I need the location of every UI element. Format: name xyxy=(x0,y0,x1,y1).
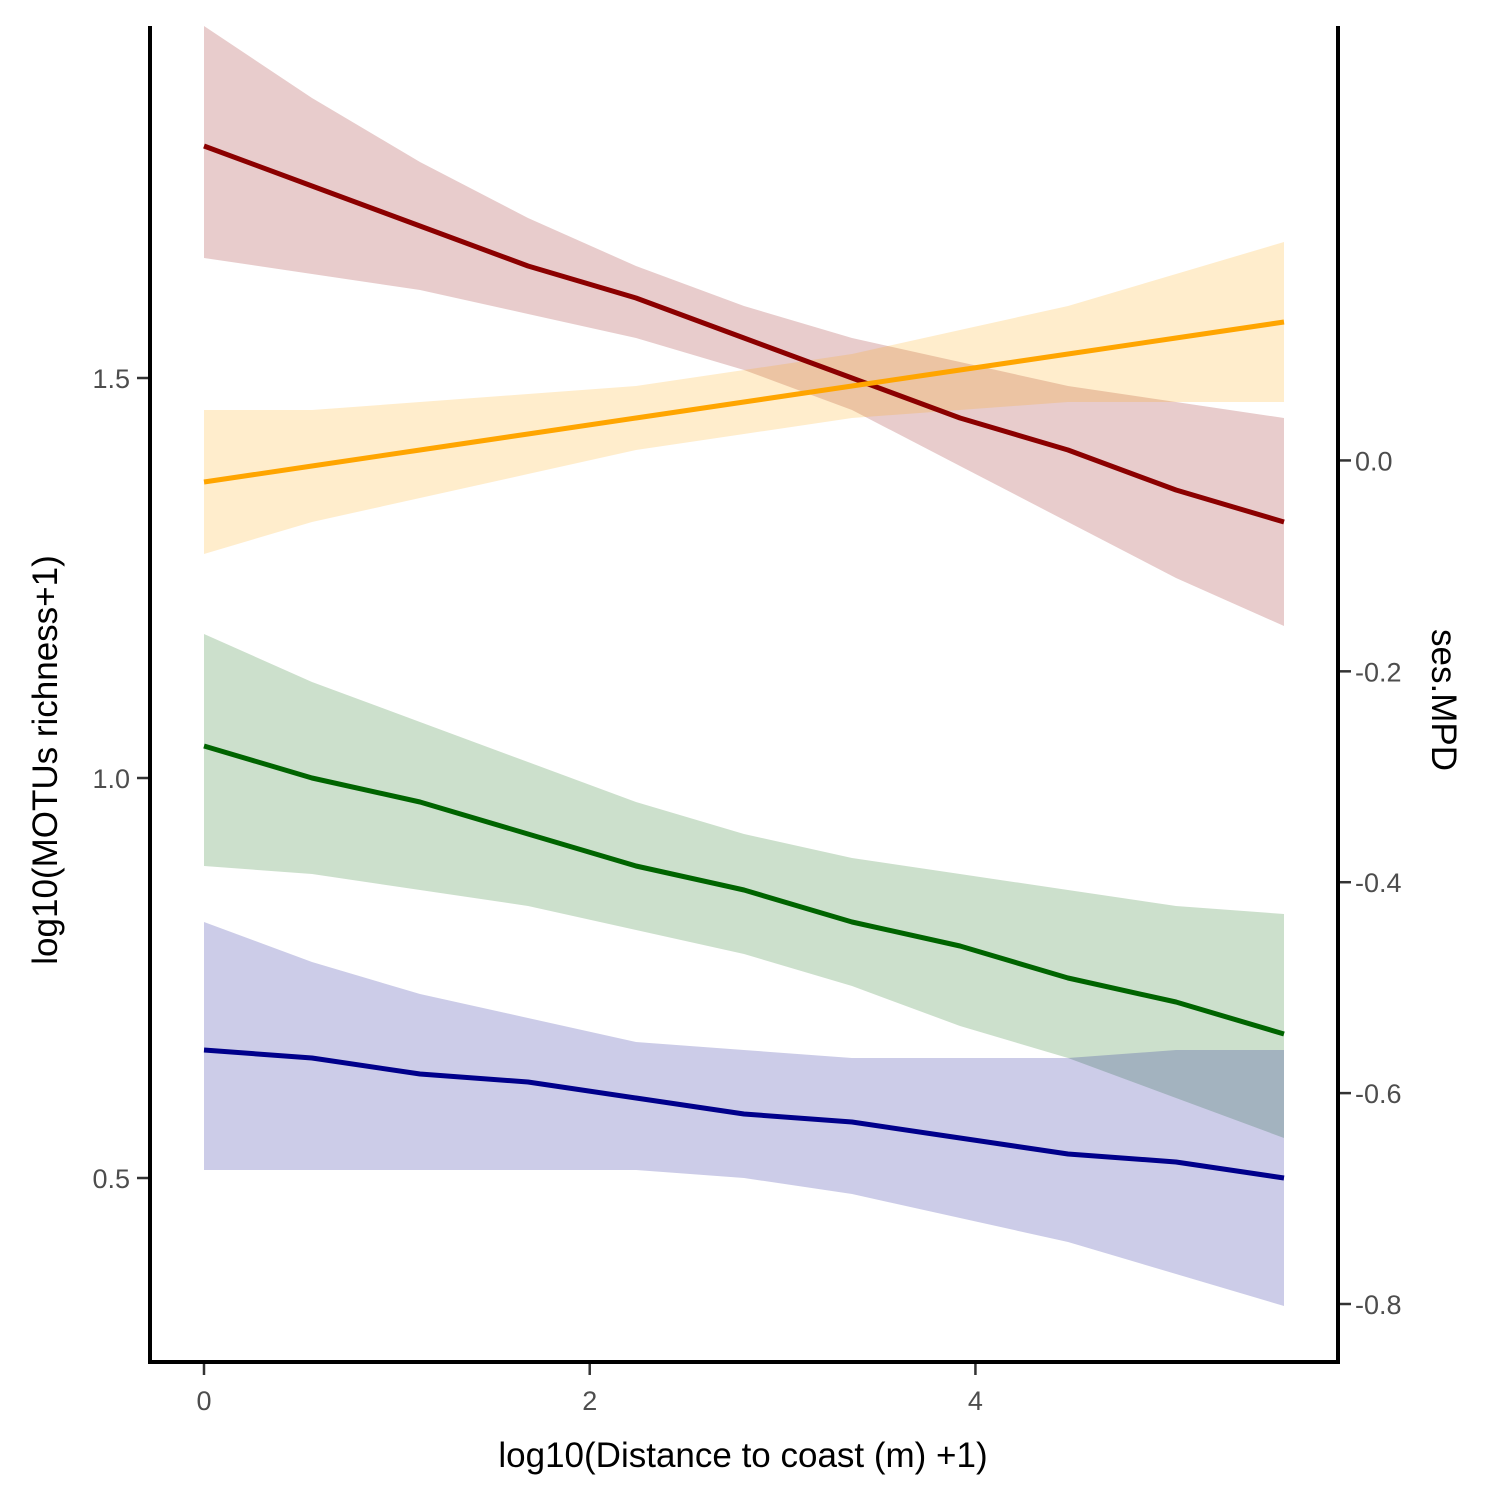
x-tick-label: 0 xyxy=(196,1386,211,1416)
confidence-band-2 xyxy=(204,242,1284,554)
series-line-4 xyxy=(203,1047,1285,1181)
y-left-tick-label: 0.5 xyxy=(92,1164,130,1194)
y-right-tick-label: -0.4 xyxy=(1355,868,1402,898)
series-line-2 xyxy=(203,319,1285,485)
y-axis-title-right: ses.MPD xyxy=(1424,629,1463,771)
y-right-tick-label: -0.6 xyxy=(1355,1079,1402,1109)
y-right-tick-label: -0.2 xyxy=(1355,657,1402,687)
x-tick-label: 2 xyxy=(582,1386,597,1416)
x-tick-label: 4 xyxy=(968,1386,983,1416)
series-lines xyxy=(203,143,1285,1181)
y-left-tick-label: 1.0 xyxy=(92,764,130,794)
series-line-1 xyxy=(203,143,1285,525)
axes: 0 2 4 0.5 1.0 1.5 0.0 -0.2 -0.4 -0.6 -0.8 xyxy=(92,26,1402,1416)
confidence-band-1 xyxy=(204,26,1284,626)
y-left-tick-label: 1.5 xyxy=(92,364,130,394)
y-axis-title-left: log10(MOTUs richness+1) xyxy=(26,555,65,964)
confidence-band-3 xyxy=(204,634,1284,1138)
y-right-tick-label: -0.8 xyxy=(1355,1290,1402,1320)
y-right-tick-label: 0.0 xyxy=(1355,446,1393,476)
series-line-3 xyxy=(203,743,1285,1037)
confidence-bands xyxy=(204,26,1284,1306)
x-axis-title: log10(Distance to coast (m) +1) xyxy=(498,1436,987,1475)
